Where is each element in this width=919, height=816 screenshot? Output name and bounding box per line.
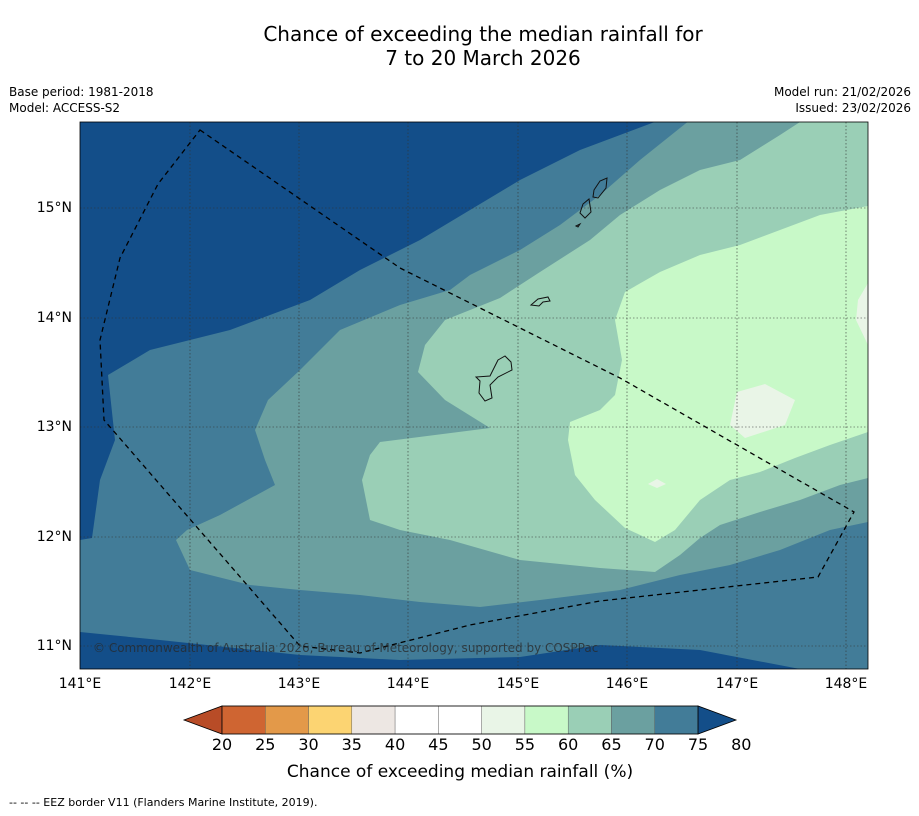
model-run: Model run: 21/02/2026 (773, 85, 911, 99)
colorbar-cell (265, 705, 309, 735)
meta-left: Base period: 1981-2018 Model: ACCESS-S2 (9, 84, 154, 116)
model-name: Model: ACCESS-S2 (9, 101, 121, 115)
colorbar-tick-label: 35 (341, 735, 362, 754)
colorbar-tick-label: 75 (687, 735, 709, 754)
colorbar-tick-label: 70 (644, 735, 665, 754)
colorbar-extend-low (182, 705, 223, 735)
colorbar-cell (654, 705, 699, 735)
island-rota (529, 296, 551, 307)
colorbar-tick-label: 20 (211, 735, 233, 754)
lon-label-142e: 142°E (168, 676, 212, 692)
lat-label-13n: 13°N (36, 419, 72, 435)
island-aguijan (574, 222, 582, 228)
colorbar-tick-label: 80 (731, 735, 752, 754)
colorbar-cell (481, 705, 526, 735)
colorbar-tick-label: 50 (471, 735, 492, 754)
band-55-a (730, 384, 795, 438)
lon-label-143e: 143°E (277, 676, 321, 692)
colorbar-tick-label: 65 (601, 735, 622, 754)
colorbar (182, 705, 738, 735)
lon-label-141e: 141°E (58, 676, 102, 692)
band-60 (568, 206, 868, 542)
colorbar-cell (438, 705, 482, 735)
lat-label-15n: 15°N (36, 200, 72, 216)
colorbar-cell (221, 705, 266, 735)
colorbar-frame (221, 705, 699, 735)
map-frame (79, 121, 869, 670)
lat-label-11n: 11°N (36, 638, 72, 654)
meta-right: Model run: 21/02/2026 Issued: 23/02/2026 (774, 84, 911, 116)
lon-label-147e: 147°E (715, 676, 759, 692)
lon-label-146e: 146°E (605, 676, 649, 692)
map-title-line2: 7 to 20 March 2026 (385, 46, 581, 70)
island-guam (474, 355, 513, 402)
lat-label-12n: 12°N (36, 529, 72, 545)
lon-label-148e: 148°E (824, 676, 868, 692)
colorbar-tick-label: 55 (514, 735, 536, 754)
colorbar-cell (351, 705, 396, 735)
islands (474, 177, 608, 402)
colorbar-cell (611, 705, 655, 735)
lat-label-14n: 14°N (36, 310, 72, 326)
colorbar-extend-high (697, 705, 738, 735)
colorbar-tick-label: 25 (255, 735, 276, 754)
copyright-notice: © Commonwealth of Australia 2026, Bureau… (93, 641, 599, 655)
band-55-b (648, 479, 666, 488)
colorbar-cell (524, 705, 569, 735)
map-title-line1: Chance of exceeding the median rainfall … (263, 22, 703, 46)
colorbar-cell (394, 705, 439, 735)
rainfall-map (79, 121, 869, 670)
lon-label-144e: 144°E (386, 676, 430, 692)
band-55-c (856, 283, 868, 345)
graticule (80, 122, 868, 669)
colorbar-tick-label: 40 (384, 735, 406, 754)
colorbar-title: Chance of exceeding median rainfall (%) (286, 762, 634, 782)
eez-footnote: -- -- -- EEZ border V11 (Flanders Marine… (9, 796, 318, 809)
colorbar-tick-label: 60 (557, 735, 579, 754)
island-tinian (579, 198, 592, 219)
base-period: Base period: 1981-2018 (9, 85, 154, 99)
issued-date: Issued: 23/02/2026 (795, 101, 911, 115)
island-saipan (592, 177, 608, 199)
colorbar-cell (308, 705, 353, 735)
colorbar-cells (182, 705, 738, 735)
lon-label-145e: 145°E (496, 676, 540, 692)
colorbar-tick-label: 30 (298, 735, 319, 754)
eez-border (99, 129, 855, 654)
colorbar-tick-label: 45 (428, 735, 449, 754)
colorbar-cell (567, 705, 612, 735)
